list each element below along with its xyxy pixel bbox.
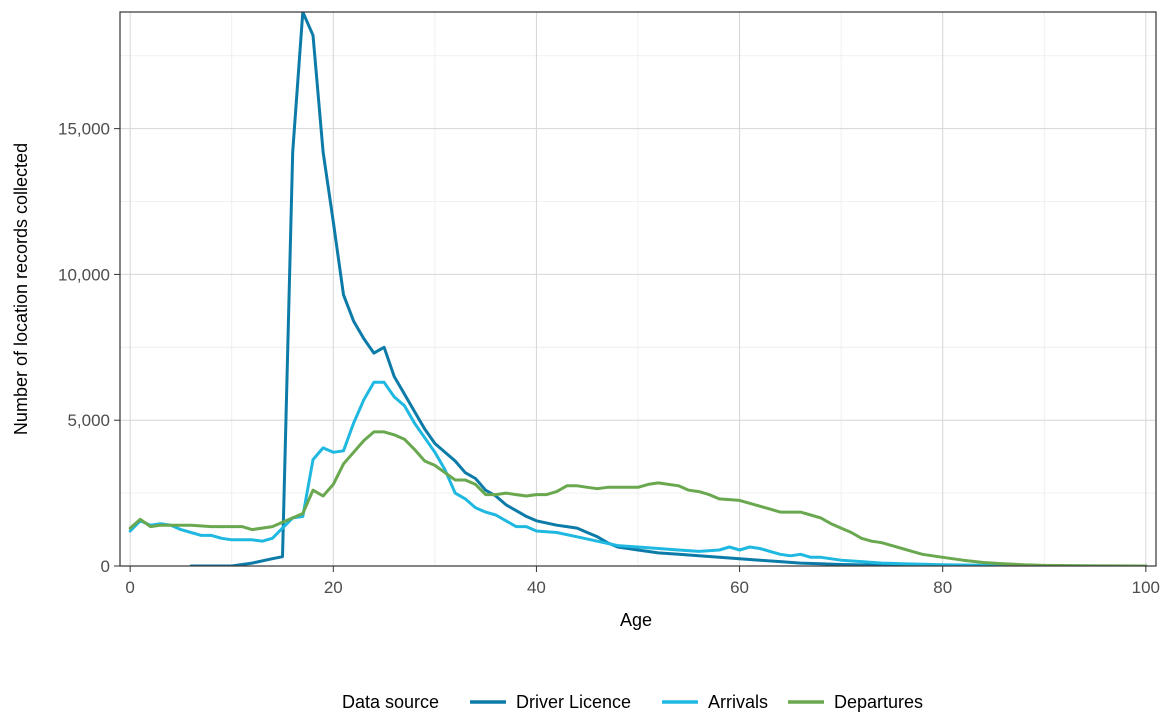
legend-title: Data source	[342, 692, 439, 712]
y-tick-label: 5,000	[67, 411, 110, 430]
x-axis: 0 20 40 60 80 100	[125, 566, 1160, 597]
legend-label-departures: Departures	[834, 692, 923, 712]
legend: Data source Driver Licence Arrivals Depart…	[342, 692, 923, 712]
series-lines	[128, 12, 1148, 566]
x-tick-label: 100	[1132, 578, 1160, 597]
y-tick-label: 0	[101, 557, 110, 576]
legend-label-driver-licence: Driver Licence	[516, 692, 631, 712]
x-tick-label: 80	[933, 578, 952, 597]
series-line-departures	[128, 430, 1148, 566]
y-tick-label: 10,000	[58, 265, 110, 284]
y-axis-title: Number of location records collected	[11, 143, 31, 435]
plot-panel-border	[119, 11, 1157, 567]
x-tick-label: 0	[125, 578, 134, 597]
series-line-arrivals	[128, 380, 1148, 566]
major-gridlines	[120, 12, 1156, 567]
x-tick-label: 20	[324, 578, 343, 597]
legend-label-arrivals: Arrivals	[708, 692, 768, 712]
x-axis-title: Age	[620, 610, 652, 630]
minor-gridlines	[120, 12, 1156, 566]
y-tick-label: 15,000	[58, 120, 110, 139]
y-axis: 0 5,000 10,000 15,000	[58, 120, 120, 576]
x-tick-label: 60	[730, 578, 749, 597]
x-tick-label: 40	[527, 578, 546, 597]
series-line-driver-licence	[189, 12, 1148, 566]
